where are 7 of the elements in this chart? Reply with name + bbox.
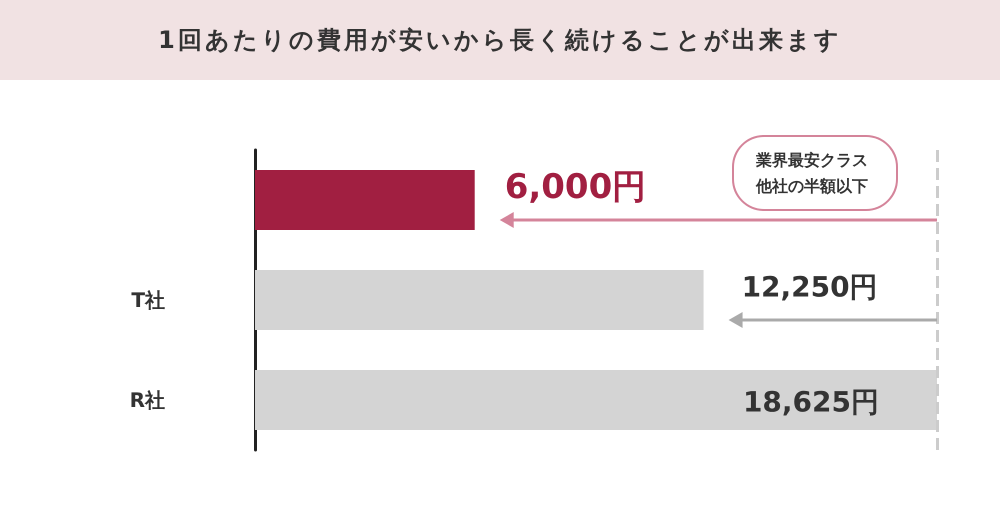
chart-title: 1回あたりの費用が安いから長く続けることが出来ます [0, 0, 1000, 80]
data-label: 6,000円 [504, 167, 646, 207]
y-tick-label: T社 [131, 288, 165, 312]
annotation: 業界最安クラス他社の半額以下 [755, 150, 868, 196]
data-label: 18,625円 [742, 386, 879, 418]
data-label: 12,250円 [742, 270, 878, 304]
y-tick-label: R社 [130, 388, 165, 412]
